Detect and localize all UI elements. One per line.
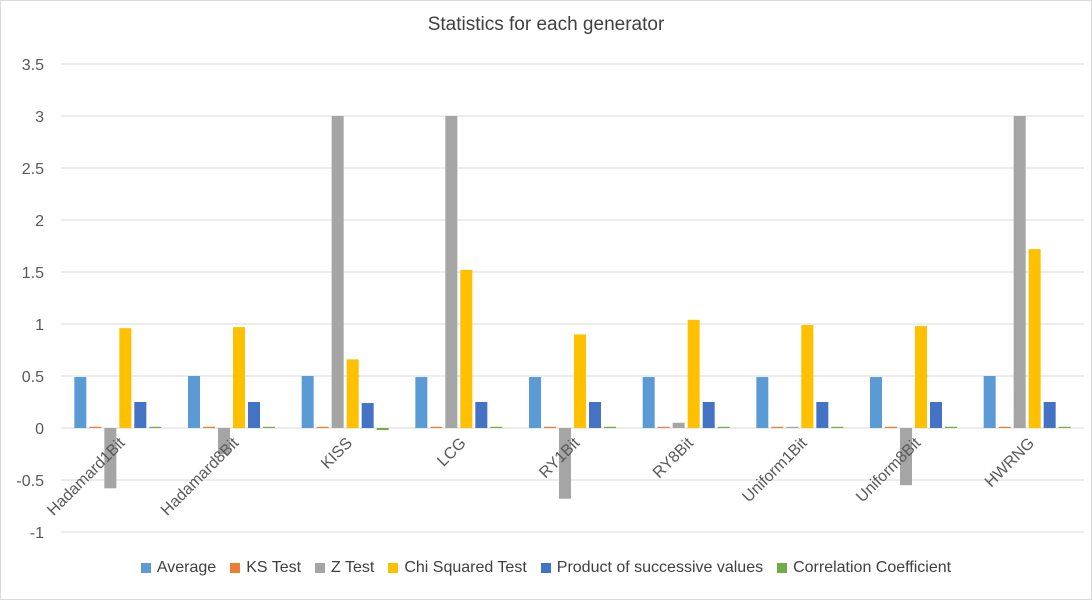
bar [1058, 426, 1071, 428]
legend-item: Average [140, 559, 217, 577]
bar [900, 428, 912, 486]
bar [346, 359, 359, 428]
bar [657, 426, 670, 428]
bar [801, 325, 814, 428]
bar [445, 116, 458, 428]
x-category-label: HWRNG [982, 435, 1038, 491]
bar [89, 426, 102, 428]
bar [831, 426, 844, 428]
legend-item: KS Test [230, 559, 301, 577]
bar [945, 426, 957, 428]
y-tick-label: -1 [30, 525, 44, 542]
bar [248, 402, 260, 428]
bar [149, 426, 162, 428]
bar [490, 426, 503, 428]
bar [672, 422, 685, 428]
bar [642, 377, 655, 428]
legend-swatch [777, 563, 788, 573]
legend-swatch [388, 563, 399, 573]
legend-item: Chi Squared Test [388, 559, 527, 577]
bar [233, 327, 245, 428]
bar [430, 426, 443, 428]
legend-label: Correlation Coefficient [793, 559, 952, 576]
y-tick-label: 0.5 [22, 369, 44, 386]
bar [816, 402, 829, 428]
chart-title: Statistics for each generator [427, 14, 665, 35]
x-category-label: Uniform1Bit [740, 434, 812, 506]
legend-label: Z Test [331, 559, 375, 576]
bar [998, 426, 1011, 428]
y-tick-label: 2 [35, 213, 44, 230]
bar [74, 377, 87, 428]
legend-item: Product of successive values [540, 559, 764, 577]
x-category-label: RY8Bit [650, 434, 697, 481]
bar [331, 116, 344, 428]
legend-item: Correlation Coefficient [777, 559, 951, 577]
bar [559, 428, 571, 499]
bar [1028, 249, 1041, 428]
bar [203, 426, 215, 428]
bar [574, 334, 586, 428]
bar [301, 376, 314, 428]
legend-item: Z Test [315, 559, 374, 577]
bar [316, 426, 329, 428]
x-category-label: LCG [434, 435, 469, 470]
bar [361, 403, 374, 428]
bar [930, 402, 942, 428]
bar [104, 428, 117, 489]
bar [870, 377, 882, 428]
legend-label: Chi Squared Test [404, 559, 527, 576]
bar [134, 402, 147, 428]
y-tick-label: -0.5 [16, 473, 44, 490]
x-category-label: KISS [318, 435, 356, 473]
bar [475, 402, 488, 428]
bar [415, 377, 428, 428]
bar [885, 426, 897, 428]
legend-swatch [315, 563, 326, 573]
legend-swatch [540, 563, 551, 573]
bar [544, 426, 556, 428]
bar [756, 377, 769, 428]
legend-label: KS Test [246, 559, 302, 576]
bar [188, 376, 200, 428]
legend-swatch [230, 563, 241, 573]
bar [529, 377, 541, 428]
y-tick-label: 3 [35, 109, 44, 126]
legend-label: Average [156, 559, 217, 576]
bar [604, 426, 616, 428]
y-tick-label: 3.5 [22, 57, 44, 74]
bar [702, 402, 715, 428]
chart-legend: Average KS Test Z Test Chi Squared Test Prod… [0, 559, 1092, 577]
legend-label: Product of successive values [556, 559, 764, 576]
bar [460, 269, 473, 428]
bar [589, 402, 601, 428]
bar [263, 426, 275, 428]
y-tick-label: 1.5 [22, 265, 44, 282]
bar [983, 376, 996, 428]
bar [376, 428, 389, 431]
bar [717, 426, 730, 428]
bar [1013, 116, 1026, 428]
bar [687, 319, 700, 428]
x-category-label: Hadamard1Bit [44, 434, 129, 519]
bar [786, 426, 799, 428]
y-tick-label: 2.5 [22, 161, 44, 178]
bar [915, 326, 927, 428]
y-tick-label: 1 [35, 317, 44, 334]
bar [218, 428, 230, 454]
y-tick-label: 0 [35, 421, 44, 438]
bar [1043, 402, 1056, 428]
x-category-label: Uniform8Bit [853, 434, 925, 506]
bar [771, 426, 784, 428]
bar [119, 328, 132, 428]
x-category-label: Hadamard8Bit [158, 434, 243, 519]
legend-swatch [140, 563, 151, 573]
